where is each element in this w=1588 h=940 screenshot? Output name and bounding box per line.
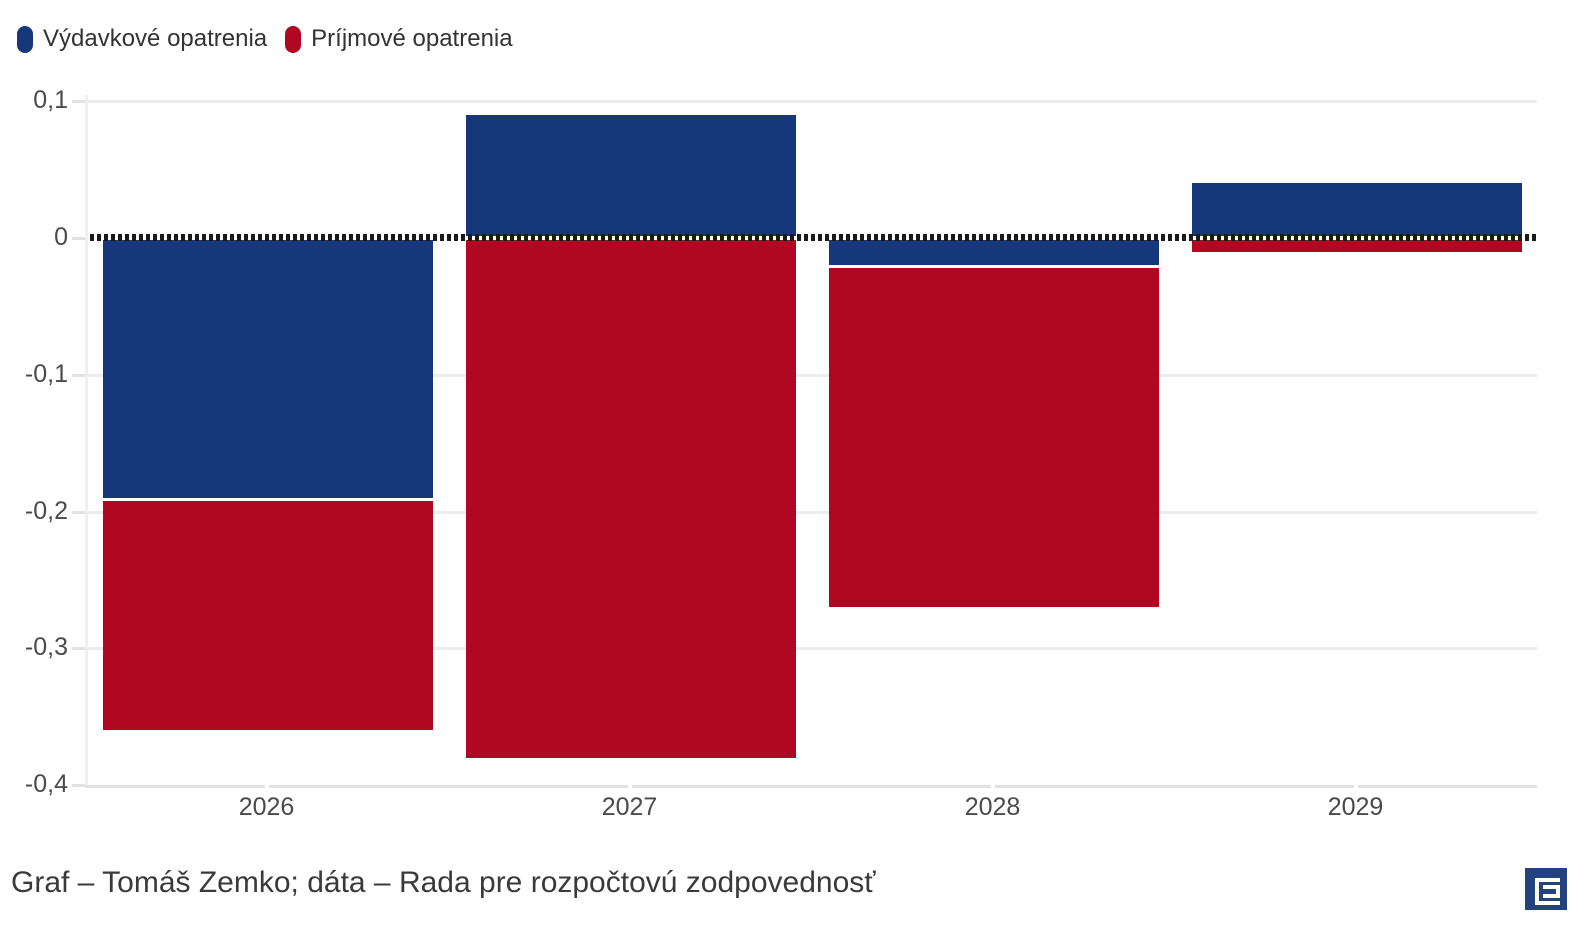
revenue-swatch-icon [285,25,302,53]
y-tick-0 [72,237,85,240]
legend-item-revenue: Príjmové opatrenia [285,25,513,53]
credit-line: Graf – Tomáš Zemko; dáta – Rada pre rozp… [11,866,876,899]
gridline--0,2 [85,511,1537,514]
legend-label-revenue: Príjmové opatrenia [311,25,513,52]
legend-item-expense: Výdavkové opatrenia [17,25,267,53]
y-tick--0,2 [72,511,85,514]
bar-segment-expense-2029[interactable] [1192,183,1522,236]
dennik-e-logo[interactable] [1525,868,1567,910]
x-tick-label-2026: 2026 [238,793,295,821]
gridline--0,1 [85,374,1537,377]
bar-segment-revenue-2028[interactable] [829,268,1159,607]
bar-segment-expense-2027[interactable] [466,115,796,236]
y-tick-label: -0,1 [24,360,68,388]
x-tick-2028 [990,784,995,797]
dennik-e-logo-icon [1525,868,1567,910]
bar-segment-revenue-2027[interactable] [466,240,796,758]
y-tick-label: 0,1 [33,86,68,114]
gridline--0,3 [85,647,1537,650]
bar-segment-revenue-2029[interactable] [1192,240,1522,252]
gridline-0,1 [85,100,1537,103]
y-tick-label: -0,3 [24,633,68,661]
legend-label-expense: Výdavkové opatrenia [43,25,268,52]
bar-segment-expense-2026[interactable] [103,240,433,498]
bar-segment-revenue-2026[interactable] [103,501,433,730]
x-axis-line [85,785,1537,788]
x-tick-label-2027: 2027 [601,793,658,821]
y-tick--0,1 [72,374,85,377]
bar-segment-expense-2028[interactable] [829,240,1159,265]
y-axis-line [85,95,88,786]
y-tick--0,3 [72,647,85,650]
y-tick-label: -0,4 [24,770,68,798]
legend: Výdavkové opatrenia Príjmové opatrenia [17,25,513,53]
expense-swatch-icon [17,25,33,53]
x-tick-2029 [1353,784,1358,797]
x-tick-2026 [264,784,269,797]
x-tick-label-2028: 2028 [964,793,1021,821]
y-tick-label: -0,2 [24,497,68,525]
zero-reference-line [90,234,1539,241]
y-tick-label: 0 [54,223,68,251]
x-tick-label-2029: 2029 [1327,793,1384,821]
y-tick-0,1 [72,100,85,103]
x-tick-2027 [627,784,632,797]
y-tick--0,4 [72,784,85,787]
